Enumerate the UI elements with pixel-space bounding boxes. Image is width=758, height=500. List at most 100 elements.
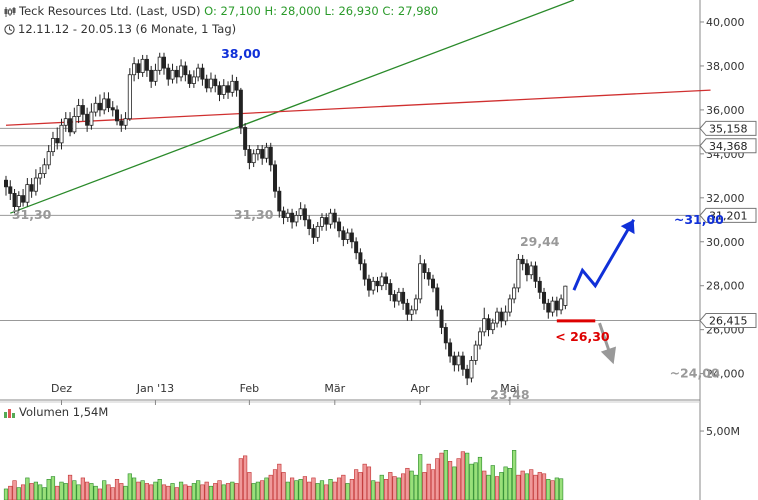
volume-bar	[533, 474, 538, 500]
volume-bar	[379, 474, 384, 500]
candle-body	[426, 272, 431, 280]
candle	[430, 274, 435, 293]
volume-bar	[388, 472, 393, 500]
level-box	[699, 207, 757, 223]
candle-body	[127, 74, 132, 120]
candle	[358, 248, 363, 271]
candle-body	[93, 102, 98, 113]
volume-bar	[311, 477, 316, 500]
volume-bar	[272, 469, 278, 500]
candle	[76, 98, 81, 124]
candle	[170, 63, 175, 84]
volume-bar	[238, 458, 243, 500]
candle	[93, 96, 98, 117]
candle-body	[422, 263, 427, 273]
candle	[179, 59, 184, 82]
candle-body	[324, 217, 329, 225]
volume-bar	[255, 481, 261, 500]
candle-body	[439, 309, 444, 328]
candle	[251, 149, 256, 168]
volume-bar	[136, 481, 141, 500]
volume-bar	[25, 477, 30, 500]
candle	[332, 208, 337, 229]
volume-bar	[114, 479, 120, 500]
candle-body	[187, 74, 192, 84]
candle-body	[294, 214, 299, 223]
candle	[268, 142, 273, 172]
volume-bar	[494, 476, 500, 500]
candle-body	[12, 193, 17, 207]
forecast-down-arrowhead	[600, 346, 617, 365]
volume-bar	[550, 480, 555, 500]
candle	[533, 261, 538, 288]
candle	[106, 92, 111, 113]
volume-bar	[490, 465, 495, 500]
volume-bar	[456, 458, 461, 500]
volume-bar	[277, 463, 282, 500]
volume-bar	[97, 488, 103, 500]
candle-body	[234, 80, 239, 91]
candle-body	[319, 217, 324, 227]
candle-body	[456, 355, 461, 366]
candle	[260, 145, 265, 165]
candle	[443, 323, 448, 350]
chart-range: 12.11.12 - 20.05.13 (6 Monate, 1 Tag)	[4, 22, 236, 36]
volume-bar	[405, 467, 410, 500]
candle	[85, 107, 90, 132]
candle-body	[16, 195, 21, 207]
candle	[68, 112, 73, 137]
ohlc-values: O: 27,100 H: 28,000 L: 26,930 C: 27,980	[204, 4, 439, 18]
candle-body	[161, 56, 166, 69]
candle-body	[264, 146, 269, 159]
candle-body	[8, 186, 13, 194]
forecast-up-arrowhead	[620, 219, 635, 235]
volume-bar	[499, 472, 504, 500]
candle-body	[149, 69, 154, 82]
volume-bar	[558, 478, 564, 500]
candle	[337, 217, 342, 238]
candle	[166, 63, 171, 86]
annotation-label: 23,48	[490, 387, 530, 402]
volume-bar	[110, 487, 115, 500]
candle-body	[243, 127, 248, 150]
candle-body	[396, 291, 401, 302]
candle	[563, 285, 568, 310]
candle-body	[559, 298, 564, 311]
volume-bar	[213, 483, 218, 500]
volume-bar	[302, 476, 308, 500]
candle-body	[63, 118, 68, 126]
candle	[217, 81, 222, 102]
volume-bar	[541, 473, 547, 500]
candle	[345, 228, 350, 244]
candle	[516, 254, 521, 293]
candle-body	[362, 263, 367, 280]
candle	[42, 158, 47, 179]
candle-body	[136, 63, 141, 73]
x-tick-label: Feb	[240, 382, 259, 395]
volume-bar	[225, 483, 231, 500]
volume-bar	[524, 473, 530, 500]
candle	[503, 305, 508, 326]
candle-body	[33, 177, 38, 192]
candle-body	[554, 300, 559, 311]
candle-body	[157, 56, 162, 71]
candle	[102, 92, 107, 115]
candle-body	[366, 278, 371, 291]
y-tick-label: 36,000	[706, 104, 745, 117]
candle-body	[537, 280, 542, 293]
candle-body	[307, 219, 312, 229]
candle	[426, 268, 431, 286]
forecast-up-path	[572, 219, 635, 291]
volume-bar	[80, 477, 85, 500]
volume-bar	[38, 484, 43, 500]
volume-bar	[153, 481, 158, 500]
candle	[97, 94, 102, 117]
volume-bar	[234, 483, 239, 500]
candle-body	[110, 107, 115, 111]
candle	[234, 76, 239, 97]
candle-body	[520, 258, 525, 265]
candle-body	[72, 116, 77, 133]
volume-bar	[289, 477, 295, 500]
candle-body	[349, 232, 354, 243]
volume-bar	[469, 463, 474, 500]
